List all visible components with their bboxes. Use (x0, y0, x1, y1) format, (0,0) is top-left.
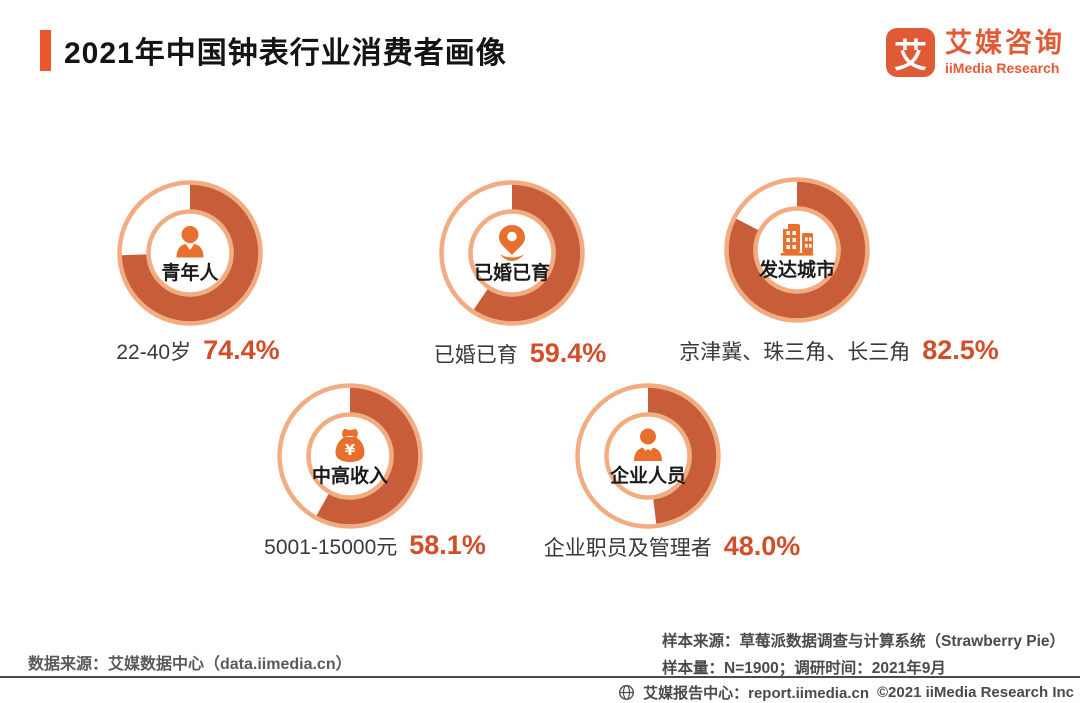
businessman-icon (627, 424, 669, 466)
donut-category-label: 京津冀、珠三角、长三角 (679, 341, 911, 364)
donut-cities: 发达城市 (722, 175, 872, 325)
donut-caption-married: 已婚已育 59.4% (434, 338, 607, 369)
donut-income: ¥ 中高收入 (275, 381, 425, 531)
donut-youth: 青年人 (115, 178, 265, 328)
donut-inner-label: 中高收入 (311, 466, 388, 487)
data-source-note: 数据来源：艾媒数据中心（data.iimedia.cn） (28, 656, 352, 673)
donut-category-label: 已婚已育 (433, 344, 518, 367)
outer-ring (277, 383, 423, 529)
donut-value-label: 82.5% (922, 335, 999, 365)
page-title: 2021年中国钟表行业消费者画像 (64, 37, 507, 70)
value-arc (443, 184, 581, 322)
donut-caption-income: 5001-15000元 58.1% (264, 530, 486, 561)
donut-value-label: 59.4% (529, 338, 607, 368)
copyright-text: ©2021 iiMedia Research Inc (877, 684, 1074, 701)
donut-married: 已婚已育 (437, 178, 587, 328)
donut-value-label: 48.0% (723, 531, 801, 561)
donut-caption-cities: 京津冀、珠三角、长三角 82.5% (679, 335, 999, 366)
inner-ring (146, 209, 234, 297)
globe-icon (618, 684, 635, 701)
donut-inner: 发达城市 (758, 211, 836, 289)
donut-enterprise: 企业人员 (573, 381, 723, 531)
donut-inner: ¥ 中高收入 (311, 417, 389, 495)
svg-text:¥: ¥ (345, 441, 356, 459)
person-young-icon (169, 221, 211, 263)
iimedia-logo-icon: 艾 (886, 28, 935, 77)
outer-ring (117, 180, 263, 326)
donut-ring-svg (575, 383, 721, 529)
donut-inner: 已婚已育 (473, 214, 551, 292)
sample-notes: 样本来源：草莓派数据调查与计算系统（Strawberry Pie） 样本量：N=… (662, 628, 1065, 682)
donut-value-label: 58.1% (409, 530, 486, 560)
donut-inner: 青年人 (151, 214, 229, 292)
donut-inner-label: 已婚已育 (473, 263, 550, 284)
donut-inner-label: 企业人员 (609, 466, 686, 487)
donut-ring-svg (439, 180, 585, 326)
logo-name-cn: 艾媒咨询 (945, 28, 1065, 58)
donut-ring-svg (277, 383, 423, 529)
money-bag-icon: ¥ (335, 428, 365, 462)
sample-size-note: 样本量：N=1900；调研时间：2021年9月 (662, 660, 946, 677)
outer-ring (575, 383, 721, 529)
location-pin-icon (491, 221, 533, 263)
donut-ring-svg (724, 177, 870, 323)
location-pin-icon (499, 225, 525, 261)
donut-value-label: 74.4% (203, 335, 280, 365)
donut-inner: 企业人员 (609, 417, 687, 495)
inner-ring (604, 412, 692, 500)
money-bag-icon: ¥ (329, 424, 371, 466)
donut-category-label: 企业职员及管理者 (543, 537, 712, 560)
donut-category-label: 5001-15000元 (264, 536, 398, 559)
outer-ring (439, 180, 585, 326)
donut-category-label: 22-40岁 (116, 341, 192, 364)
footer-divider (0, 676, 1080, 678)
value-arc (281, 387, 419, 525)
businessman-icon (634, 428, 662, 461)
outer-ring (724, 177, 870, 323)
report-center-line: 艾媒报告中心：report.iimedia.cn ©2021 iiMedia R… (618, 682, 1074, 703)
inner-ring (753, 206, 841, 294)
donut-inner-label: 发达城市 (758, 260, 835, 281)
report-center-text: 艾媒报告中心：report.iimedia.cn (643, 685, 869, 702)
donut-ring-svg (117, 180, 263, 326)
buildings-icon (780, 224, 814, 256)
iimedia-logo: 艾 艾媒咨询 iiMedia Research (886, 28, 1065, 77)
value-arc (579, 387, 717, 525)
buildings-icon (776, 218, 818, 260)
value-arc (728, 181, 866, 319)
value-arc (121, 184, 259, 322)
title-accent-bar (40, 30, 51, 71)
inner-ring (468, 209, 556, 297)
sample-source-note: 样本来源：草莓派数据调查与计算系统（Strawberry Pie） (662, 633, 1066, 650)
donut-caption-youth: 22-40岁 74.4% (116, 335, 279, 366)
person-young-icon (176, 226, 204, 258)
donut-caption-enterprise: 企业职员及管理者 48.0% (544, 531, 801, 562)
inner-ring (306, 412, 394, 500)
donut-inner-label: 青年人 (161, 263, 219, 284)
logo-name-en: iiMedia Research (945, 60, 1060, 76)
